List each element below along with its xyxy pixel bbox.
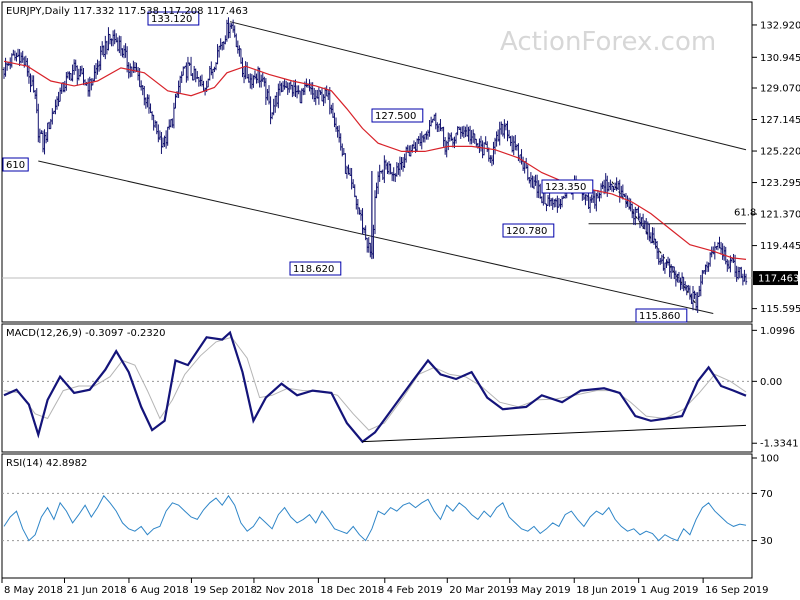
x-axis-label: 2 Nov 2018 — [256, 585, 314, 596]
price-axis-label: 130.945 — [760, 53, 800, 64]
macd-axis-label: 0.00 — [760, 377, 782, 388]
macd-panel: 1.0996 0.00 -1.3341 — [2, 326, 799, 450]
price-callout-box — [2, 157, 29, 172]
price-axis-label: 127.145 — [760, 115, 800, 126]
price-callout-label: 115.860 — [639, 311, 680, 322]
price-axis-label: 123.295 — [760, 178, 800, 189]
lower-channel-line — [38, 160, 714, 314]
last-price-box — [753, 271, 798, 286]
x-axis-label: 8 May 2018 — [4, 585, 63, 596]
upper-channel-line — [229, 21, 747, 151]
x-axis-label: 16 Sep 2019 — [705, 585, 768, 596]
price-callout-box — [635, 308, 688, 323]
macd-trendline — [362, 424, 747, 443]
price-axis-label: 132.920 — [760, 20, 800, 31]
price-axis-label: 121.370 — [760, 210, 800, 221]
price-callout-label: 133.120 — [151, 14, 192, 25]
x-axis-label: 18 Dec 2018 — [320, 585, 384, 596]
price-axis-label: 119.445 — [760, 241, 800, 252]
moving-average-line — [3, 60, 747, 260]
macd-header: MACD(12,26,9) -0.3097 -0.2320 — [6, 328, 166, 339]
rsi-axis-label: 100 — [760, 454, 779, 465]
x-axis-label: 3 May 2019 — [512, 585, 571, 596]
price-callout-label: 120.780 — [506, 226, 547, 237]
price-callout-box — [502, 223, 555, 238]
x-axis-label: 6 Aug 2018 — [131, 585, 189, 596]
price-axis-label: 129.070 — [760, 83, 800, 94]
watermark: ActionForex.com — [500, 27, 716, 57]
price-callout-label: 610 — [6, 160, 25, 171]
price-axis-label: 125.220 — [760, 147, 800, 158]
price-callout-box — [371, 108, 424, 123]
price-panel: 132.920 130.945 129.070 127.145 125.220 123.2… — [2, 11, 800, 323]
rsi-axis-label: 70 — [760, 489, 773, 500]
price-callout-box — [147, 11, 200, 26]
macd-line — [3, 330, 747, 444]
price-axis-label: 115.595 — [760, 304, 800, 315]
rsi-panel-frame — [1, 453, 753, 579]
price-header: EURJPY,Daily 117.332 117.538 117.208 117… — [6, 6, 248, 17]
macd-panel-frame — [1, 323, 753, 453]
x-axis-label: 18 Jun 2019 — [576, 585, 636, 596]
x-axis-label: 19 Sep 2018 — [193, 585, 256, 596]
rsi-panel: 100 70 30 — [2, 454, 779, 547]
x-axis-label: 21 Jun 2018 — [66, 585, 126, 596]
x-axis-label: 20 Mar 2019 — [449, 585, 512, 596]
rsi-line — [3, 494, 747, 542]
price-callout-label: 127.500 — [375, 111, 416, 122]
rsi-axis-label: 30 — [760, 536, 773, 547]
price-callout-label: 118.620 — [293, 264, 334, 275]
price-panel-frame — [1, 1, 753, 323]
price-callout-box — [289, 261, 342, 276]
price-callout-box — [541, 179, 594, 194]
last-price-label: 117.463 — [758, 274, 799, 285]
x-axis-label: 1 Aug 2019 — [641, 585, 699, 596]
price-callout-label: 123.350 — [545, 182, 586, 193]
rsi-header: RSI(14) 42.8982 — [6, 458, 87, 469]
fib-618-label: 61.8 — [734, 208, 756, 219]
macd-axis-label: -1.3341 — [760, 439, 799, 450]
macd-axis-label: 1.0996 — [760, 326, 795, 337]
x-axis-label: 4 Feb 2019 — [387, 585, 443, 596]
x-axis: 8 May 2018 21 Jun 2018 6 Aug 2018 19 Sep 20… — [1, 578, 769, 596]
